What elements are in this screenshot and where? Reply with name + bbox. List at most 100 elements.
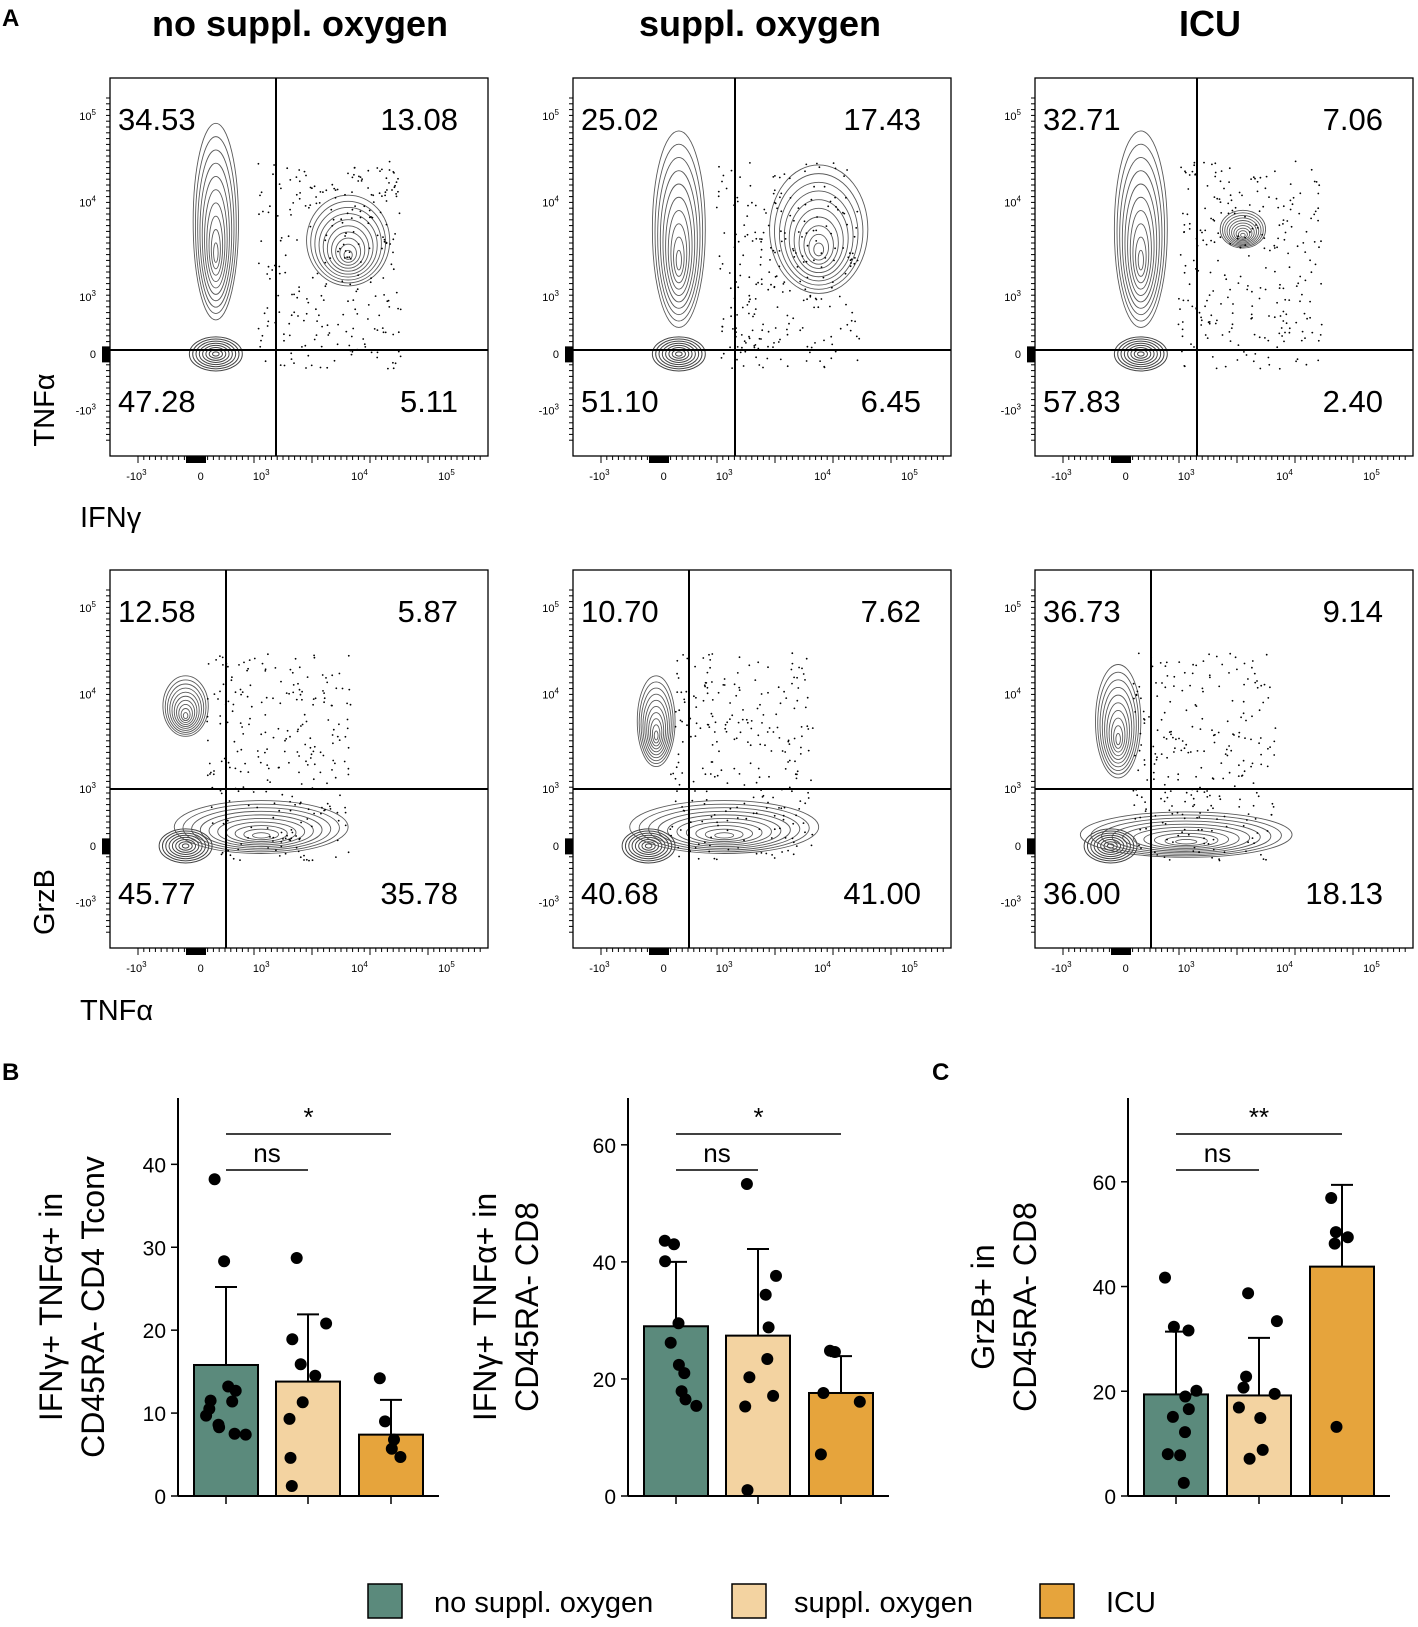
event-dot: [731, 714, 734, 717]
event-dot: [1320, 240, 1322, 243]
event-dot: [1143, 722, 1146, 724]
x-tick-label: 0: [1123, 471, 1129, 483]
event-dot: [378, 314, 381, 317]
event-dot: [762, 366, 764, 369]
flow-panel-frame: [1034, 569, 1414, 949]
event-dot: [222, 683, 225, 686]
event-dot: [788, 759, 791, 762]
contour-ring: [1235, 227, 1251, 240]
event-dot: [338, 739, 341, 741]
event-dot: [382, 331, 385, 334]
event-dot: [1204, 305, 1206, 308]
event-dot: [1313, 213, 1316, 216]
data-point: [1179, 1426, 1191, 1439]
event-dot: [297, 682, 299, 685]
event-dot: [854, 320, 856, 323]
event-dot: [776, 726, 779, 729]
event-dot: [1310, 271, 1313, 274]
event-dot: [1190, 794, 1193, 796]
event-dot: [1296, 358, 1299, 361]
event-dot: [279, 702, 282, 705]
contour-ring: [197, 149, 235, 308]
event-dot: [271, 269, 274, 271]
event-dot: [1269, 746, 1271, 748]
data-point: [1268, 1387, 1281, 1400]
event-dot: [1229, 242, 1232, 245]
event-dot: [809, 351, 811, 354]
event-dot: [1247, 841, 1249, 844]
event-dot: [215, 659, 218, 661]
event-dot: [376, 356, 379, 359]
event-dot: [311, 276, 314, 279]
event-dot: [388, 306, 391, 308]
event-dot: [1200, 324, 1203, 326]
event-dot: [1154, 851, 1156, 853]
event-dot: [702, 699, 705, 702]
quadrant-label-top-right: 7.62: [861, 594, 921, 629]
contour-ring: [1222, 212, 1264, 248]
event-dot: [849, 329, 852, 332]
data-point: [762, 1321, 775, 1334]
event-dot: [212, 773, 215, 776]
event-dot: [281, 793, 284, 796]
event-dot: [1223, 851, 1226, 854]
event-dot: [678, 709, 681, 712]
bar-ylabel-line: IFNγ+ TNFα+ in: [33, 1193, 69, 1421]
event-dot: [792, 317, 795, 320]
event-dot: [344, 250, 347, 252]
event-dot: [1187, 188, 1190, 190]
x-tick-label: 103: [1178, 468, 1195, 483]
event-dot: [368, 209, 371, 212]
data-point: [1240, 1370, 1253, 1383]
event-dot: [681, 806, 683, 808]
event-dot: [264, 751, 266, 754]
event-dot: [1182, 299, 1185, 302]
event-dot: [1277, 237, 1279, 240]
event-dot: [806, 244, 809, 247]
event-dot: [296, 751, 299, 753]
y-tick-label: 103: [542, 781, 559, 796]
contour-ring: [685, 821, 763, 844]
contour-ring: [1153, 832, 1219, 848]
event-dot: [729, 346, 731, 349]
event-dot: [726, 829, 729, 832]
event-dot: [799, 800, 802, 802]
event-dot: [1155, 758, 1158, 761]
event-dot: [1254, 177, 1256, 180]
event-dot: [286, 167, 289, 170]
event-dot: [1164, 823, 1167, 825]
event-dot: [335, 856, 337, 858]
event-dot: [814, 342, 816, 344]
event-dot: [796, 770, 799, 773]
event-dot: [807, 797, 810, 799]
event-dot: [1263, 247, 1266, 250]
event-dot: [305, 312, 308, 315]
event-dot: [280, 841, 283, 843]
x-tick-label: 103: [253, 468, 270, 483]
contour-ring: [1219, 209, 1267, 249]
event-dot: [779, 196, 781, 199]
event-dot: [1317, 359, 1320, 362]
event-dot: [711, 715, 714, 718]
event-dot: [1273, 316, 1276, 319]
y-tick-label: 0: [1104, 1486, 1116, 1509]
event-dot: [237, 848, 240, 851]
event-dot: [786, 328, 788, 331]
event-dot: [309, 204, 312, 207]
event-dot: [1220, 303, 1222, 305]
event-dot: [1196, 750, 1199, 752]
event-dot: [1186, 213, 1189, 216]
event-dot: [853, 262, 856, 265]
contour-ring: [1111, 820, 1261, 854]
event-dot: [748, 312, 750, 315]
event-dot: [825, 225, 828, 228]
event-dot: [276, 215, 279, 217]
contour-ring: [182, 803, 340, 853]
event-dot: [791, 682, 793, 685]
event-dot: [1251, 290, 1253, 293]
event-dot: [1291, 203, 1294, 206]
quadrant-label-top-left: 32.71: [1043, 102, 1121, 137]
event-dot: [311, 187, 313, 190]
